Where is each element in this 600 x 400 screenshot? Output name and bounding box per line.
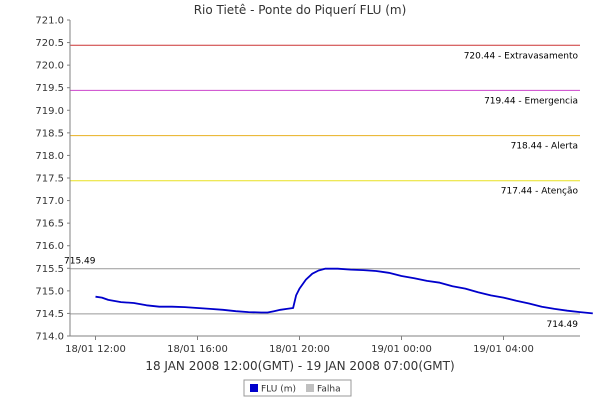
legend-swatch (250, 384, 258, 392)
x-tick-label: 19/01 04:00 (473, 344, 534, 355)
threshold-label: 718.44 - Alerta (511, 142, 578, 152)
legend: FLU (m) Falha (243, 379, 352, 397)
threshold-label: 720.44 - Extravasamento (464, 51, 579, 61)
chart-title: Rio Tietê - Ponte do Piquerí FLU (m) (194, 3, 407, 17)
period-label: 18 JAN 2008 12:00(GMT) - 19 JAN 2008 07:… (145, 359, 454, 373)
x-tick-label: 18/01 16:00 (167, 344, 228, 355)
y-tick-label: 720.0 (35, 61, 64, 72)
x-tick-label: 18/01 20:00 (269, 344, 330, 355)
reference-label: 714.49 (547, 320, 579, 330)
x-axis: 18/01 12:00 18/01 16:00 18/01 20:00 19/01 0… (65, 336, 534, 355)
y-tick-label: 714.5 (35, 309, 64, 320)
y-axis: 714.0 714.5 715.0 715.5 716.0 716.5 717.0 717.5… (35, 16, 70, 343)
legend-swatch (306, 384, 314, 392)
legend-box (243, 379, 352, 397)
threshold-label: 717.44 - Atenção (501, 187, 579, 197)
threshold-label: 719.44 - Emergencia (484, 96, 578, 106)
y-tick-label: 717.5 (35, 174, 64, 185)
y-tick-label: 714.0 (35, 332, 64, 343)
y-tick-label: 715.0 (35, 286, 64, 297)
series-line (95, 267, 593, 315)
legend-label: Falha (317, 385, 341, 395)
series-group (95, 267, 593, 315)
legend-label: FLU (m) (261, 385, 296, 395)
reference-label: 715.49 (64, 257, 96, 267)
y-tick-label: 719.5 (35, 83, 64, 94)
y-tick-label: 721.0 (35, 16, 64, 27)
y-tick-label: 718.0 (35, 151, 64, 162)
threshold-lines: 720.44 - Extravasamento 719.44 - Emergenc… (70, 44, 580, 197)
y-tick-label: 715.5 (35, 264, 64, 275)
y-tick-label: 720.5 (35, 38, 64, 49)
y-tick-label: 718.5 (35, 128, 64, 139)
plot-area (70, 20, 580, 336)
y-tick-label: 717.0 (35, 196, 64, 207)
y-tick-label: 716.0 (35, 241, 64, 252)
x-tick-label: 19/01 00:00 (371, 344, 432, 355)
x-tick-label: 18/01 12:00 (65, 344, 126, 355)
y-tick-label: 716.5 (35, 219, 64, 230)
y-tick-label: 719.0 (35, 106, 64, 117)
